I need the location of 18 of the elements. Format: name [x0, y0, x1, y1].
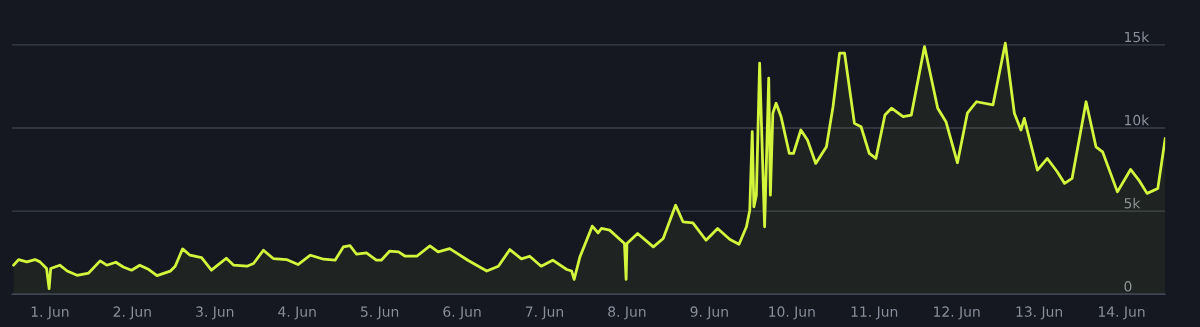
- x-tick-label: 11. Jun: [851, 306, 898, 320]
- x-tick-label: 1. Jun: [31, 306, 69, 320]
- x-tick-label: 4. Jun: [278, 306, 316, 320]
- y-tick-label: 5k: [1124, 197, 1141, 209]
- y-tick-label: 15k: [1125, 31, 1150, 43]
- x-tick-label: 3. Jun: [196, 306, 234, 320]
- x-tick-label: 10. Jun: [769, 306, 815, 320]
- y-tick-label: 10k: [1125, 114, 1150, 126]
- x-tick-label: 12. Jun: [934, 306, 980, 320]
- x-tick-label: 14. Jun: [1098, 306, 1145, 320]
- x-tick-label: 8. Jun: [608, 306, 646, 320]
- x-tick-label: 6. Jun: [443, 306, 481, 320]
- x-tick-label: 5. Jun: [361, 306, 399, 320]
- x-tick-label: 9. Jun: [690, 306, 728, 320]
- x-tick-label: 7. Jun: [525, 306, 563, 320]
- x-tick-label: 13. Jun: [1016, 306, 1063, 320]
- y-tick-label: 0: [1124, 281, 1132, 292]
- x-tick-label: 2. Jun: [113, 306, 151, 320]
